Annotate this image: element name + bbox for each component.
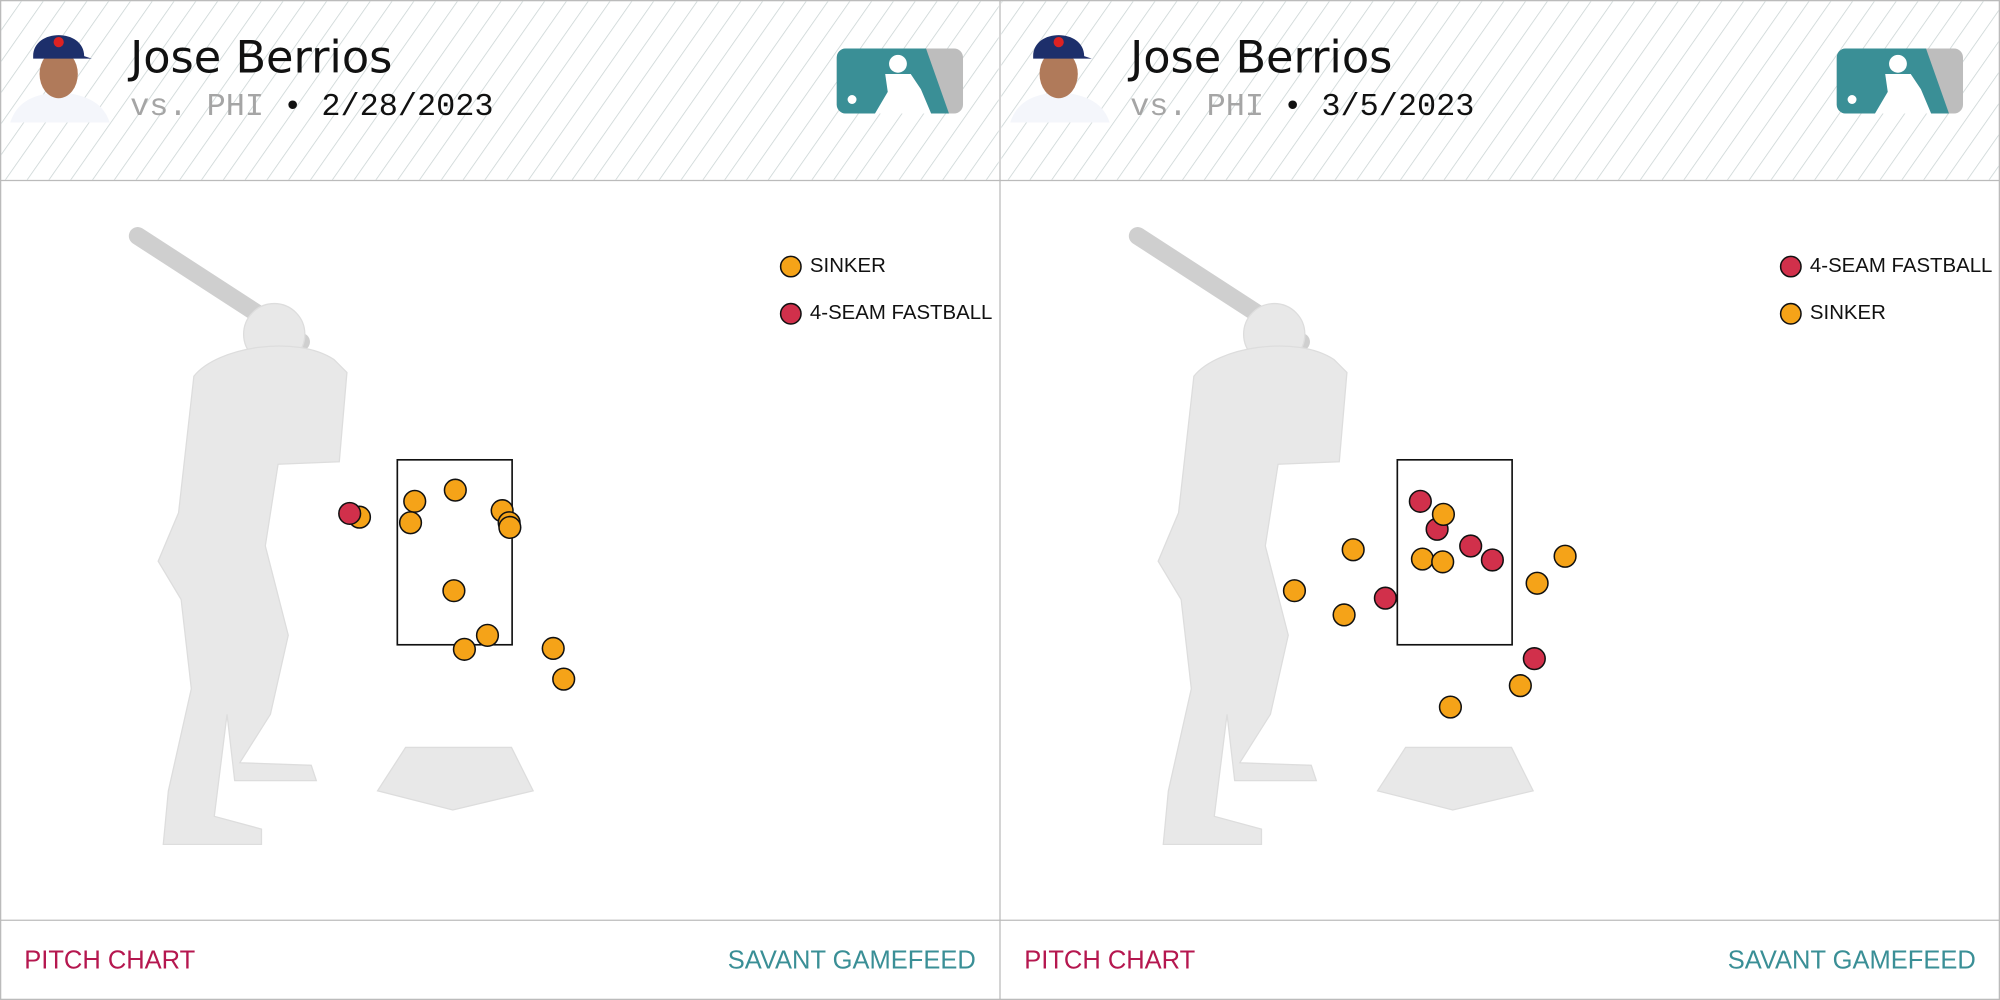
opponent: vs. PHI: [1130, 88, 1264, 125]
pitch: [1480, 548, 1504, 572]
legend-label: SINKER: [810, 255, 886, 277]
pitch: [1525, 571, 1549, 595]
pitch-chart-link[interactable]: PITCH CHART: [1024, 946, 1195, 974]
league-logo: [1836, 48, 1964, 114]
pitch: [452, 637, 477, 661]
game-info: vs. PHI • 3/5/2023: [1130, 88, 1474, 125]
strike-zone: [1396, 458, 1513, 646]
header-background: [1, 1, 999, 180]
pitch: [1431, 502, 1456, 526]
separator: •: [1283, 88, 1302, 125]
legend-swatch: [779, 255, 802, 278]
pitch: [403, 489, 427, 513]
pitch: [475, 623, 500, 647]
game-info: vs. PHI • 2/28/2023: [130, 88, 493, 125]
league-logo: [836, 48, 964, 114]
pitch: [1341, 538, 1365, 562]
pitch: [1282, 579, 1307, 603]
legend-swatch: [779, 302, 802, 325]
header-background: [1001, 1, 1999, 180]
opponent: vs. PHI: [130, 88, 264, 125]
pitch: [1459, 534, 1483, 558]
game-date: 3/5/2023: [1321, 88, 1474, 125]
player-name: Jose Berrios: [1127, 32, 1392, 84]
pitch: [398, 511, 423, 535]
player-name: Jose Berrios: [127, 32, 392, 84]
pitch: [1553, 544, 1577, 568]
separator: •: [283, 88, 302, 125]
pitch: [338, 501, 362, 526]
gamefeed-link[interactable]: SAVANT GAMEFEED: [728, 946, 976, 974]
pitch: [1410, 547, 1435, 571]
legend-swatch: [1779, 302, 1802, 325]
pitch: [442, 579, 466, 603]
pitch: [1408, 489, 1432, 513]
pitch: [498, 515, 522, 540]
pitch: [552, 667, 576, 691]
pitch: [1373, 586, 1397, 610]
legend-label: SINKER: [1810, 302, 1886, 324]
pitch: [1332, 603, 1356, 627]
pitch: [443, 478, 467, 502]
pitch: [541, 636, 565, 661]
game-date: 2/28/2023: [321, 88, 493, 125]
pitch-chart-link[interactable]: PITCH CHART: [24, 946, 195, 974]
legend-label: 4-SEAM FASTBALL: [810, 302, 992, 324]
pitch: [1431, 550, 1455, 574]
gamefeed-link[interactable]: SAVANT GAMEFEED: [1728, 946, 1976, 974]
pitch: [1508, 674, 1532, 698]
pitch: [1438, 695, 1463, 719]
legend-swatch: [1779, 255, 1802, 278]
legend-label: 4-SEAM FASTBALL: [1810, 255, 1992, 277]
pitch: [1522, 647, 1546, 671]
